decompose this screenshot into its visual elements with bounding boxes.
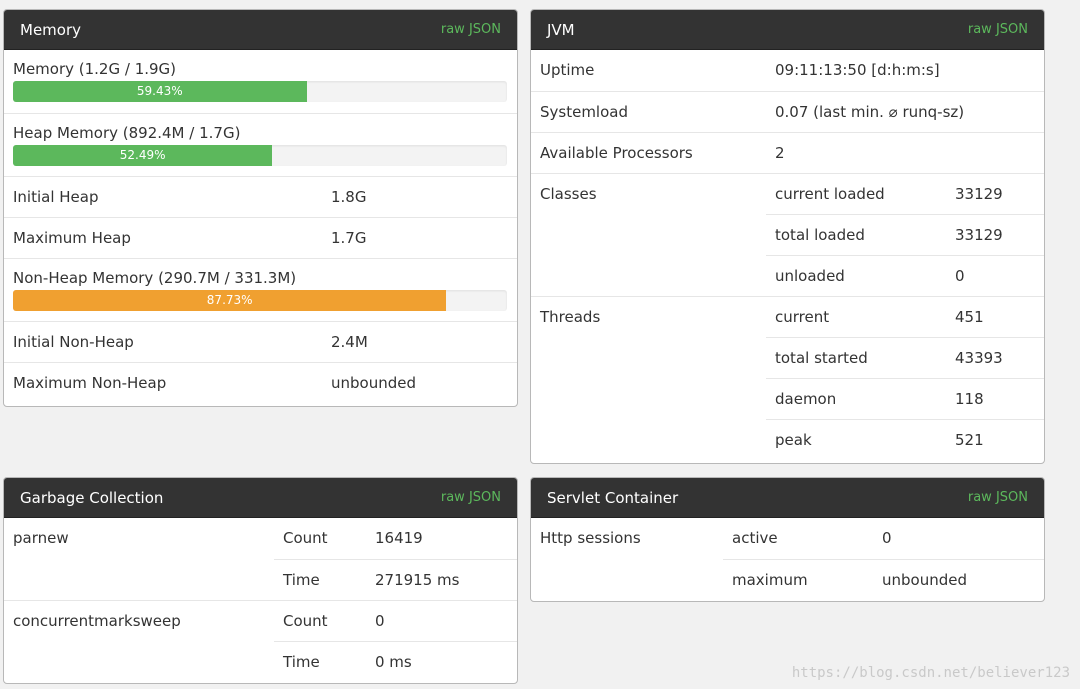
uptime-label: Uptime (540, 61, 595, 80)
threads-row: peak 521 (531, 418, 1044, 460)
http-sessions-label: Http sessions (540, 529, 641, 547)
non-heap-memory-bar-row: Non-Heap Memory (290.7M / 331.3M) 87.73% (4, 258, 517, 321)
gc-count-label: Count (283, 529, 328, 548)
threads-total-started-label: total started (766, 336, 946, 378)
heap-memory-bar-row: Heap Memory (892.4M / 1.7G) 52.49% (4, 113, 517, 176)
heap-memory-progress-track: 52.49% (13, 145, 507, 166)
threads-current-label: current (766, 295, 946, 337)
initial-non-heap-value: 2.4M (331, 333, 368, 351)
sessions-maximum-label: maximum (723, 558, 873, 600)
gc-table: parnew Count 16419 Time 271915 ms concur… (4, 518, 517, 682)
initial-heap-value: 1.8G (331, 188, 367, 206)
gc-row: Time 271915 ms (4, 558, 517, 600)
non-heap-memory-bar-label: Non-Heap Memory (290.7M / 331.3M) (13, 269, 297, 287)
sessions-active-label: active (732, 529, 778, 548)
initial-heap-row: Initial Heap 1.8G (4, 176, 517, 217)
jvm-panel-header: JVM raw JSON (531, 10, 1044, 50)
servlet-panel-header: Servlet Container raw JSON (531, 478, 1044, 518)
threads-daemon-value: 118 (946, 377, 1044, 419)
gc-count-label: Count (274, 599, 366, 641)
classes-current-loaded-value: 33129 (946, 172, 1044, 214)
maximum-non-heap-value: unbounded (331, 374, 416, 392)
memory-panel-header: Memory raw JSON (4, 10, 517, 50)
gc-time-label: Time (274, 640, 366, 682)
threads-row: Threads current 451 (531, 295, 1044, 460)
classes-unloaded-value: 0 (946, 254, 1044, 296)
threads-current-value: 451 (946, 295, 1044, 337)
gc-collector-name: concurrentmarksweep (4, 599, 274, 682)
gc-row: parnew Count 16419 (4, 518, 517, 559)
memory-panel-title: Memory (20, 20, 82, 39)
initial-heap-label: Initial Heap (13, 188, 99, 206)
maximum-heap-row: Maximum Heap 1.7G (4, 217, 517, 258)
gc-panel-title: Garbage Collection (20, 488, 164, 507)
classes-current-loaded-label: current loaded (766, 172, 946, 214)
memory-progress-bar: 59.43% (13, 81, 307, 102)
gc-panel: Garbage Collection raw JSON parnew Count… (3, 477, 518, 684)
jvm-raw-json-link[interactable]: raw JSON (967, 22, 1028, 37)
systemload-row: Systemload 0.07 (last min. ⌀ runq-sz) (531, 90, 1044, 132)
classes-row: total loaded 33129 (531, 213, 1044, 255)
threads-label: Threads (531, 295, 766, 460)
systemload-label: Systemload (531, 90, 766, 132)
uptime-row: Uptime 09:11:13:50 [d:h:m:s] (531, 50, 1044, 91)
memory-bar-label: Memory (1.2G / 1.9G) (13, 60, 177, 78)
threads-peak-value: 521 (946, 418, 1044, 460)
threads-row: daemon 118 (531, 377, 1044, 419)
jvm-panel: JVM raw JSON Uptime 09:11:13:50 [d:h:m:s… (530, 9, 1045, 464)
jvm-table: Uptime 09:11:13:50 [d:h:m:s] Systemload … (531, 50, 1044, 460)
gc-raw-json-link[interactable]: raw JSON (440, 490, 501, 505)
classes-row: unloaded 0 (531, 254, 1044, 296)
gc-panel-header: Garbage Collection raw JSON (4, 478, 517, 518)
memory-progress-track: 59.43% (13, 81, 507, 102)
watermark-text: https://blog.csdn.net/believer123 (791, 665, 1070, 681)
processors-label: Available Processors (531, 131, 766, 173)
non-heap-memory-progress-track: 87.73% (13, 290, 507, 311)
servlet-raw-json-link[interactable]: raw JSON (967, 490, 1028, 505)
gc-collector-name: parnew (13, 529, 69, 547)
classes-unloaded-label: unloaded (766, 254, 946, 296)
gc-count-value: 0 (366, 599, 517, 641)
threads-peak-label: peak (766, 418, 946, 460)
servlet-panel: Servlet Container raw JSON Http sessions… (530, 477, 1045, 602)
classes-label: Classes (531, 172, 766, 296)
servlet-table: Http sessions active 0 maximum unbounded (531, 518, 1044, 600)
gc-row: Time 0 ms (4, 640, 517, 682)
threads-total-started-value: 43393 (946, 336, 1044, 378)
threads-row: total started 43393 (531, 336, 1044, 378)
gc-row: concurrentmarksweep Count 0 (4, 599, 517, 682)
classes-row: Classes current loaded 33129 (531, 172, 1044, 296)
http-sessions-row: Http sessions active 0 (531, 518, 1044, 559)
maximum-heap-value: 1.7G (331, 229, 367, 247)
processors-value: 2 (766, 131, 1044, 173)
memory-raw-json-link[interactable]: raw JSON (440, 22, 501, 37)
initial-non-heap-label: Initial Non-Heap (13, 333, 134, 351)
uptime-value: 09:11:13:50 [d:h:m:s] (775, 61, 940, 80)
heap-memory-progress-bar: 52.49% (13, 145, 273, 166)
gc-count-value: 16419 (375, 529, 423, 548)
classes-total-loaded-value: 33129 (946, 213, 1044, 255)
servlet-panel-title: Servlet Container (547, 488, 679, 507)
processors-row: Available Processors 2 (531, 131, 1044, 173)
http-sessions-row: maximum unbounded (531, 558, 1044, 600)
sessions-maximum-value: unbounded (873, 558, 1044, 600)
systemload-value: 0.07 (last min. ⌀ runq-sz) (766, 90, 1044, 132)
classes-total-loaded-label: total loaded (766, 213, 946, 255)
memory-panel: Memory raw JSON Memory (1.2G / 1.9G) 59.… (3, 9, 518, 407)
threads-daemon-label: daemon (766, 377, 946, 419)
maximum-non-heap-label: Maximum Non-Heap (13, 374, 167, 392)
sessions-active-value: 0 (882, 529, 892, 548)
gc-time-value: 271915 ms (366, 558, 517, 600)
maximum-heap-label: Maximum Heap (13, 229, 131, 247)
initial-non-heap-row: Initial Non-Heap 2.4M (4, 321, 517, 362)
memory-bar-row: Memory (1.2G / 1.9G) 59.43% (4, 50, 517, 113)
non-heap-memory-progress-bar: 87.73% (13, 290, 447, 311)
gc-time-value: 0 ms (366, 640, 517, 682)
heap-memory-bar-label: Heap Memory (892.4M / 1.7G) (13, 124, 241, 142)
gc-time-label: Time (274, 558, 366, 600)
jvm-panel-title: JVM (547, 20, 575, 39)
maximum-non-heap-row: Maximum Non-Heap unbounded (4, 362, 517, 403)
